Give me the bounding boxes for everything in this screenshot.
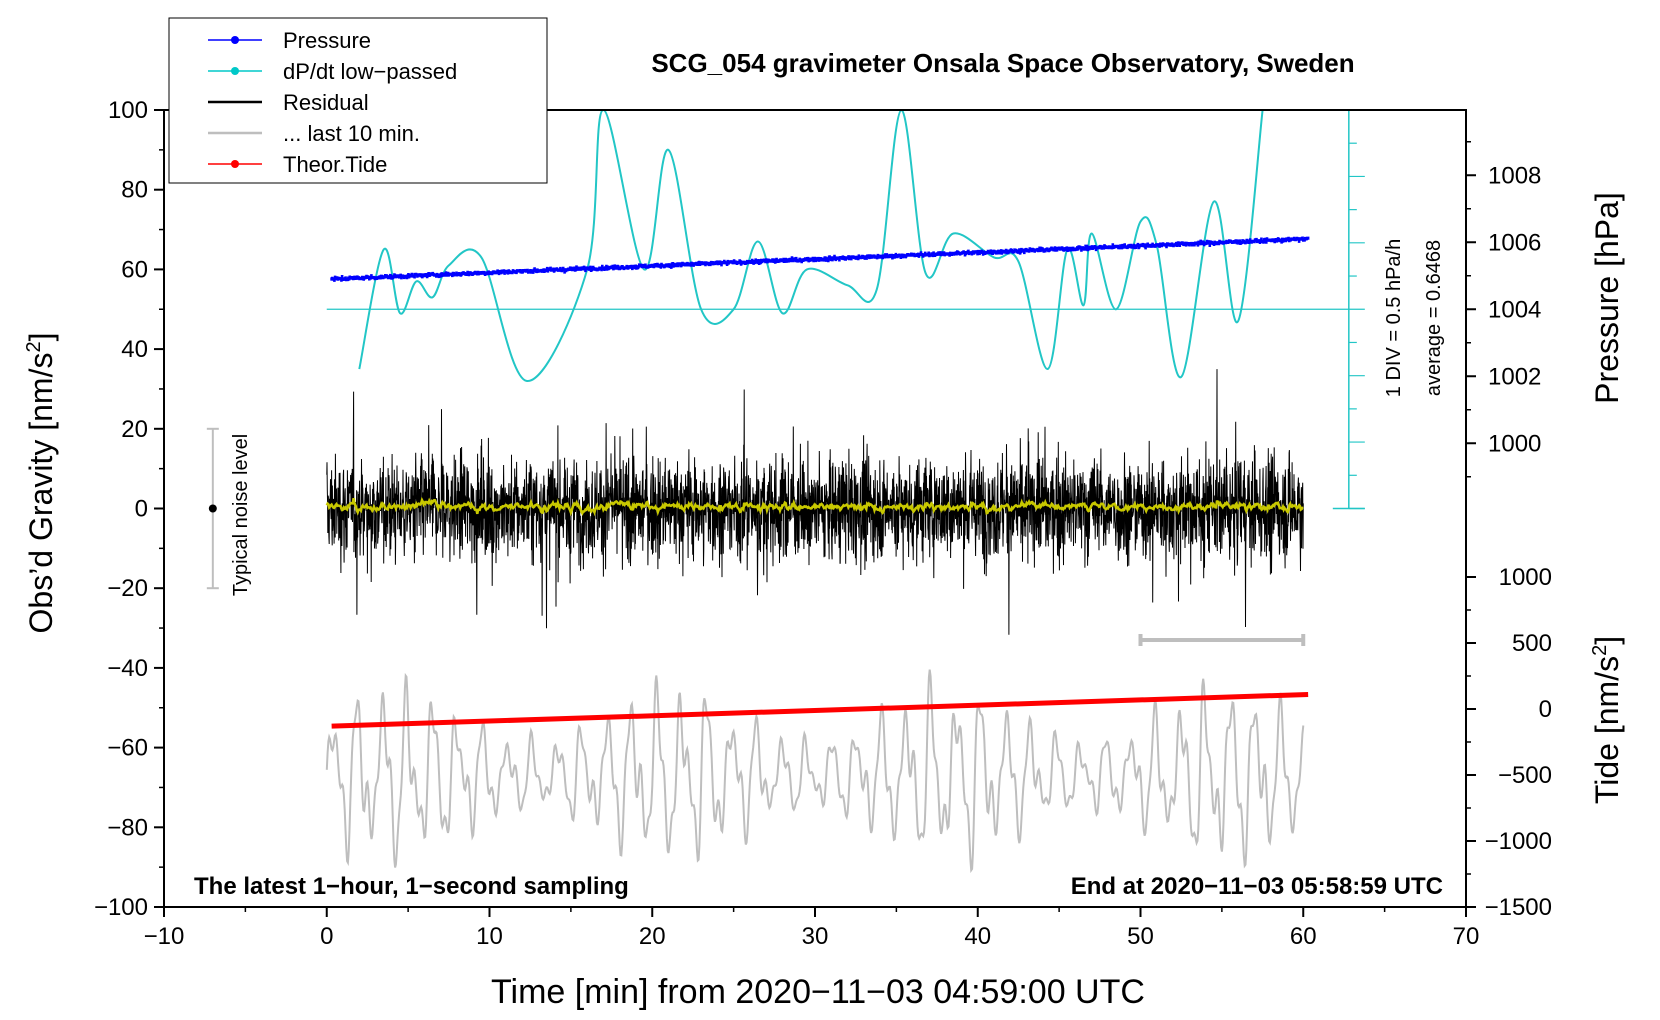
x-tick-label: 0	[320, 923, 333, 950]
chart-title: SCG_054 gravimeter Onsala Space Observat…	[651, 48, 1354, 78]
legend-box	[168, 17, 548, 184]
legend: Pressure dP/dt low−passed Residual ... last…	[168, 17, 548, 184]
bottom-right-note: End at 2020−11−03 05:58:59 UTC	[1071, 873, 1443, 900]
tide-tick-label: 0	[1539, 696, 1552, 723]
y-tick-label: −100	[94, 894, 148, 921]
y-tick-label: 100	[108, 97, 148, 124]
legend-marker	[231, 36, 239, 44]
legend-marker	[231, 67, 239, 75]
y-tick-label: 0	[135, 496, 148, 523]
tide-tick-label: 1000	[1499, 564, 1552, 591]
tide-tick-label: 500	[1512, 630, 1552, 657]
legend-label: Pressure	[283, 28, 371, 53]
pressure-tick-label: 1006	[1488, 229, 1541, 256]
legend-label: Theor.Tide	[283, 152, 387, 177]
tide-tick-label: −1500	[1485, 894, 1552, 921]
y-tick-label: −60	[107, 735, 148, 762]
tide-series-line	[331, 691, 1309, 729]
x-tick-label: 30	[802, 923, 829, 950]
legend-label: dP/dt low−passed	[283, 59, 457, 84]
y-tick-label: 60	[121, 256, 148, 283]
y-tick-label: 80	[121, 177, 148, 204]
pressure-tick-label: 1004	[1488, 296, 1541, 323]
legend-label: Residual	[283, 90, 369, 115]
dpdt-average-label: average = 0.6468	[1423, 240, 1445, 396]
x-axis-label: Time [min] from 2020−11−03 04:59:00 UTC	[491, 973, 1145, 1011]
y-tick-label: −40	[107, 655, 148, 682]
y-axis-label-left: Obs’d Gravity [nm/s2]	[23, 333, 59, 634]
bottom-left-note: The latest 1−hour, 1−second sampling	[194, 873, 629, 900]
residual-series-line	[326, 369, 1304, 635]
dpdt-series-line	[358, 108, 1264, 382]
legend-marker	[231, 160, 239, 168]
x-tick-label: 20	[639, 923, 666, 950]
noise-level-label: Typical noise level	[230, 434, 252, 596]
pressure-tick-label: 1000	[1488, 430, 1541, 457]
noise-bar-center-dot	[208, 504, 217, 513]
y-tick-label: −80	[107, 814, 148, 841]
x-tick-label: 10	[476, 923, 503, 950]
tide-tick-label: −1000	[1485, 828, 1552, 855]
y-axis-label-pressure: Pressure [hPa]	[1589, 192, 1625, 404]
legend-label: ... last 10 min.	[283, 121, 420, 146]
x-tick-label: 70	[1453, 923, 1480, 950]
x-tick-label: 60	[1290, 923, 1317, 950]
pressure-series-points	[330, 236, 1310, 282]
y-tick-label: −20	[107, 575, 148, 602]
data-layer	[325, 108, 1349, 874]
x-tick-label: −10	[144, 923, 185, 950]
y-tick-label: 40	[121, 336, 148, 363]
y-tick-label: 20	[121, 416, 148, 443]
x-tick-label: 50	[1127, 923, 1154, 950]
dpdt-scale-label: 1 DIV = 0.5 hPa/h	[1383, 239, 1405, 397]
pressure-tick-label: 1008	[1488, 162, 1541, 189]
tide-tick-label: −500	[1498, 762, 1552, 789]
last10-series-line	[325, 669, 1305, 874]
pressure-tick-label: 1002	[1488, 363, 1541, 390]
x-tick-label: 40	[964, 923, 991, 950]
residual-smooth-line	[325, 496, 1304, 517]
y-axis-label-tide: Tide [nm/s2]	[1589, 636, 1625, 804]
axes-layer: −10 0 10 20 30 40 50 60 70−100−80−60−40−20020406…	[94, 97, 1552, 950]
